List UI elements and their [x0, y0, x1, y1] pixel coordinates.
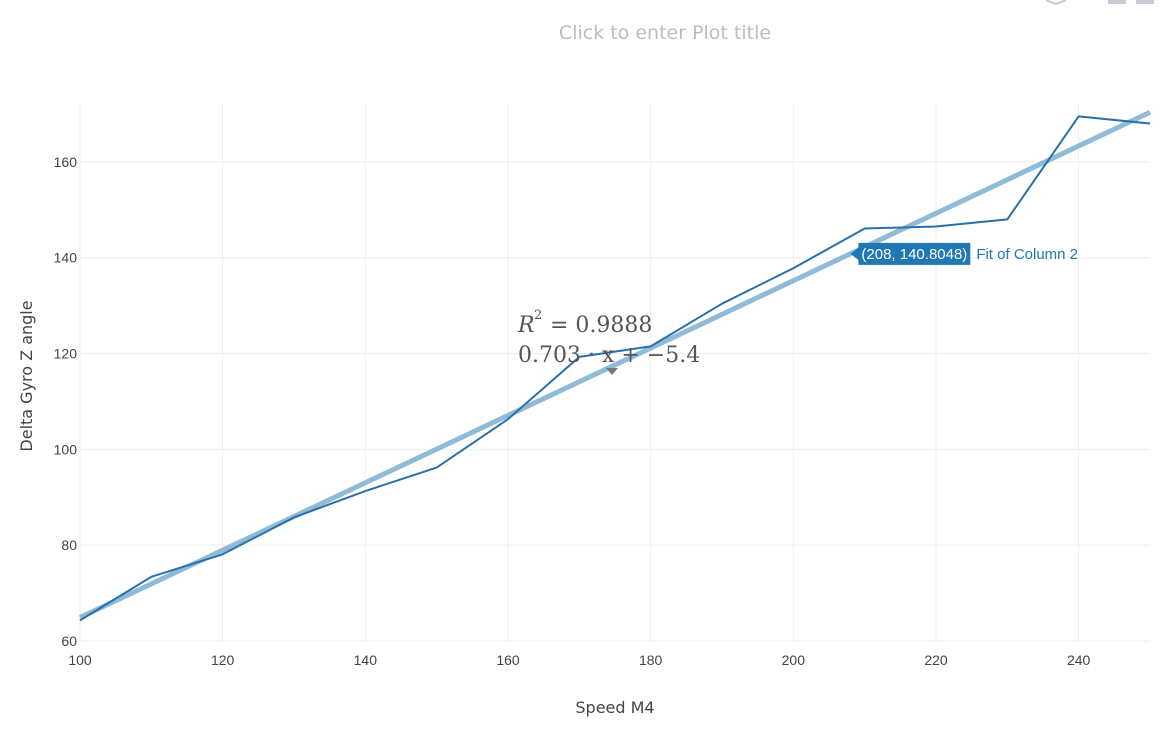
fit-equation: 0.703 · x + −5.4 — [518, 343, 700, 368]
x-tick-label: 240 — [1067, 652, 1091, 668]
x-tick-label: 140 — [354, 652, 378, 668]
hover-label: (208, 140.8048) Fit of Column 2 — [850, 242, 1078, 265]
data-point[interactable] — [933, 224, 939, 230]
data-point[interactable] — [505, 416, 511, 422]
data-point[interactable] — [1004, 216, 1010, 222]
tick-labels: 100 120 140 160 180 200 220 240 60 80 100 120 140 160 — [54, 154, 1091, 668]
x-tick-label: 180 — [639, 652, 663, 668]
x-tick-label: 100 — [68, 652, 92, 668]
fit-annotation[interactable]: R 2 = 0.9888 0.703 · x + −5.4 — [517, 308, 700, 375]
r2-value: = 0.9888 — [550, 313, 652, 338]
r2-label: R — [517, 313, 535, 338]
x-tick-label: 120 — [211, 652, 235, 668]
y-tick-label: 140 — [54, 250, 78, 266]
data-point[interactable] — [291, 514, 297, 520]
hover-label-series: Fit of Column 2 — [976, 246, 1078, 263]
data-point[interactable] — [1076, 113, 1082, 119]
modebar[interactable] — [1045, 0, 1154, 6]
data-line[interactable] — [79, 115, 1151, 622]
r2-exponent: 2 — [534, 308, 542, 323]
data-point[interactable] — [862, 225, 868, 231]
data-point[interactable] — [77, 617, 83, 623]
data-point[interactable] — [790, 265, 796, 271]
x-tick-label: 160 — [496, 652, 520, 668]
data-point[interactable] — [148, 574, 154, 580]
y-tick-label: 160 — [54, 154, 78, 170]
hover-label-value: (208, 140.8048) — [861, 246, 967, 263]
gridlines — [79, 103, 1150, 642]
x-axis-title[interactable]: Speed M4 — [575, 698, 654, 717]
plot-title[interactable]: Click to enter Plot title — [559, 22, 771, 44]
data-point[interactable] — [362, 488, 368, 494]
y-axis-title[interactable]: Delta Gyro Z angle — [17, 300, 36, 451]
y-tick-label: 60 — [61, 633, 77, 649]
data-point[interactable] — [220, 551, 226, 557]
data-point[interactable] — [434, 465, 440, 471]
annotation-arrow-icon — [606, 368, 618, 375]
modebar-button[interactable] — [1108, 0, 1126, 4]
r2-symbol: R — [517, 313, 535, 338]
hover-label-box — [850, 242, 971, 265]
zoom-icon[interactable] — [1045, 0, 1067, 6]
x-tick-label: 220 — [924, 652, 948, 668]
x-tick-label: 200 — [782, 652, 806, 668]
data-point[interactable] — [719, 301, 725, 307]
modebar-button[interactable] — [1136, 0, 1154, 4]
y-tick-label: 80 — [61, 537, 77, 553]
data-point[interactable] — [1147, 121, 1153, 127]
fit-line[interactable] — [78, 110, 1152, 620]
y-tick-label: 120 — [54, 346, 78, 362]
y-tick-label: 100 — [54, 441, 78, 457]
plot-series — [77, 110, 1153, 623]
